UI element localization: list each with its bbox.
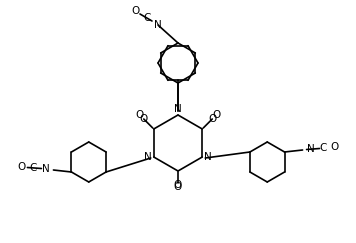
Text: O: O xyxy=(212,110,220,120)
Text: N: N xyxy=(174,104,182,114)
Text: C: C xyxy=(319,143,326,153)
Text: N: N xyxy=(42,164,49,174)
Text: O: O xyxy=(174,180,182,190)
Text: N: N xyxy=(307,144,314,154)
Text: C: C xyxy=(30,163,37,173)
Text: O: O xyxy=(208,114,216,124)
Text: C: C xyxy=(143,13,151,23)
Text: O: O xyxy=(330,142,339,152)
Text: O: O xyxy=(136,110,144,120)
Text: O: O xyxy=(17,162,26,172)
Text: N: N xyxy=(144,152,152,162)
Text: O: O xyxy=(174,182,182,192)
Text: N: N xyxy=(204,152,212,162)
Text: O: O xyxy=(140,114,148,124)
Text: O: O xyxy=(132,6,140,16)
Text: N: N xyxy=(154,20,162,30)
